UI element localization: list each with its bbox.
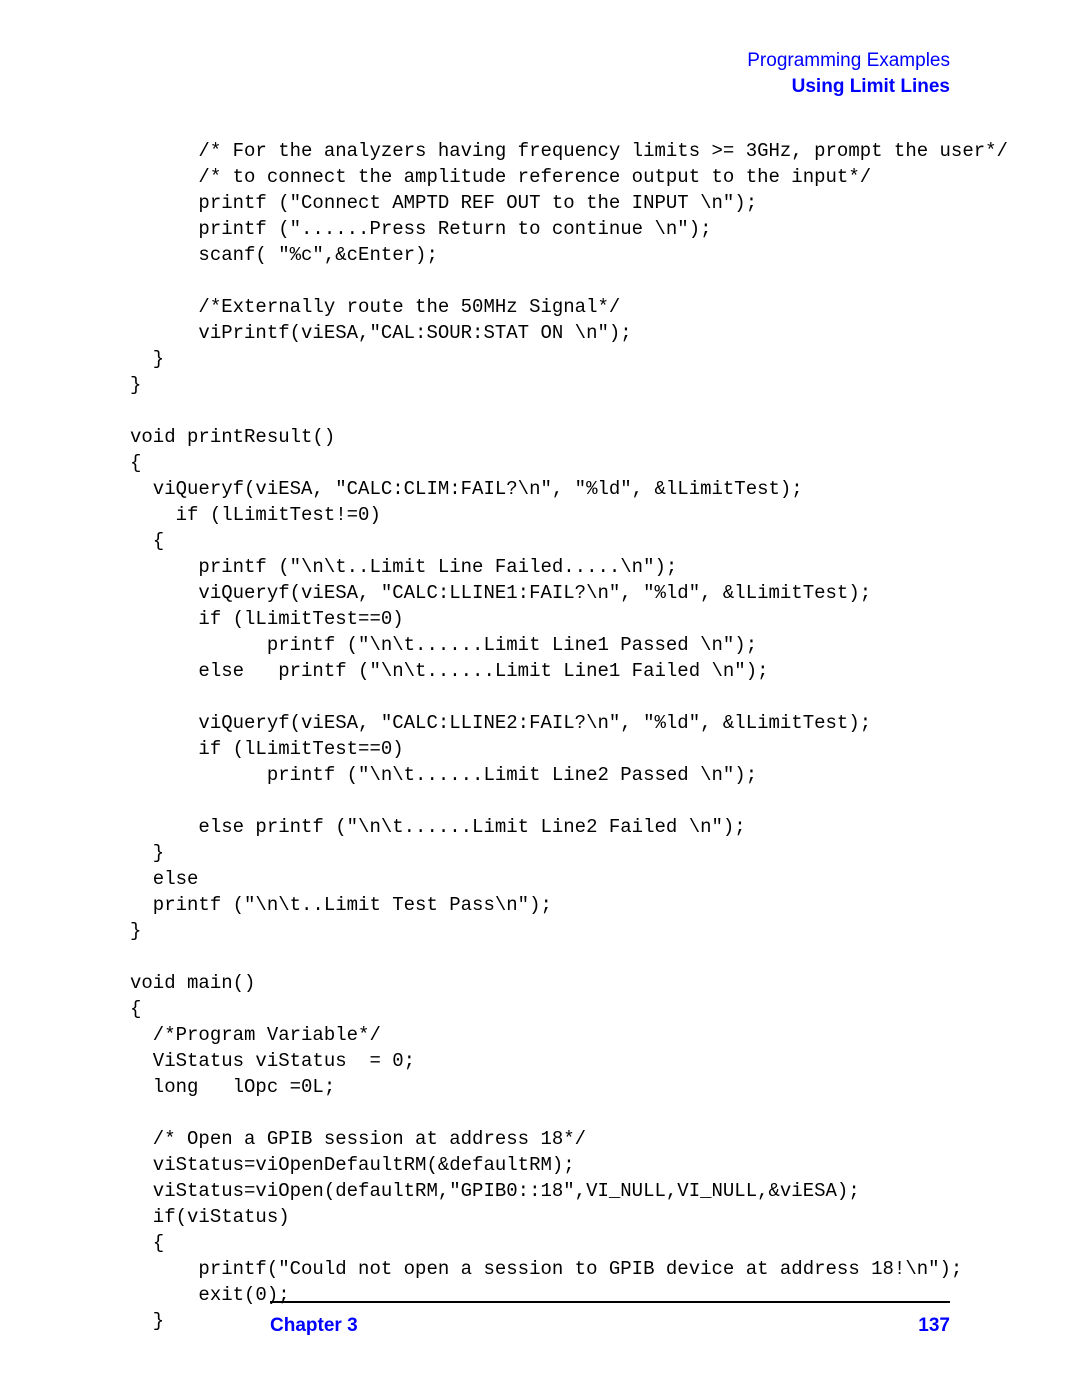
page-header: Programming Examples Using Limit Lines	[130, 50, 950, 98]
header-subsection: Using Limit Lines	[130, 76, 950, 98]
footer-page-number: 137	[918, 1315, 950, 1337]
page-footer: Chapter 3 137	[270, 1301, 950, 1337]
footer-chapter: Chapter 3	[270, 1315, 358, 1337]
code-block: /* For the analyzers having frequency li…	[130, 138, 950, 1334]
header-section: Programming Examples	[130, 50, 950, 72]
document-page: Programming Examples Using Limit Lines /…	[0, 0, 1080, 1397]
